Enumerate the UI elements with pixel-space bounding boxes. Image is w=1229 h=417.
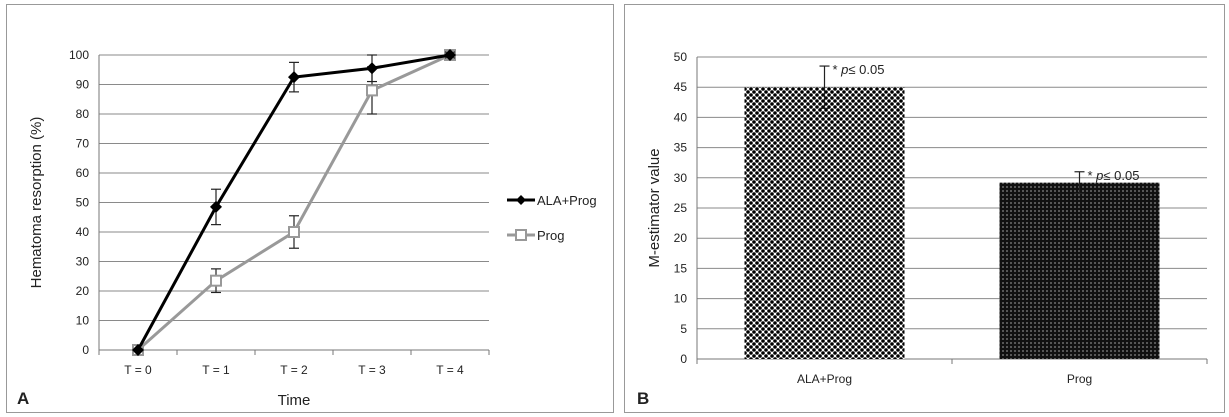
legend-marker — [515, 229, 527, 241]
y-tick-label: 0 — [680, 352, 687, 366]
series-ala-prog — [132, 49, 456, 356]
data-point — [366, 62, 378, 75]
data-point — [210, 274, 222, 287]
data-point — [288, 226, 300, 238]
y-tick-label: 0 — [82, 343, 89, 357]
y-tick-label: 100 — [69, 48, 89, 62]
y-tick-label: 25 — [674, 201, 688, 215]
y-axis-title: Hematoma resorption (%) — [28, 117, 45, 289]
legend-label: ALA+Prog — [537, 193, 597, 208]
y-tick-label: 35 — [674, 141, 688, 155]
x-tick-label: T = 4 — [436, 363, 464, 377]
bar — [744, 87, 905, 359]
y-tick-label: 30 — [76, 255, 90, 269]
y-tick-label: 15 — [674, 261, 688, 275]
y-tick-label: 45 — [674, 80, 688, 94]
y-axis-title: M-estimator value — [646, 148, 663, 267]
y-tick-label: 5 — [680, 322, 687, 336]
panel-letter-b: B — [637, 389, 649, 408]
legend-label: Prog — [537, 228, 564, 243]
bar-chart: 0 5 10 15 20 25 30 35 40 45 50 ALA+Prog Prog M-estima… — [637, 50, 1208, 408]
panel-a-line-chart: 0 10 20 30 40 50 60 70 80 90 100 T = 0 T = 1 T = 2 T =… — [6, 4, 614, 413]
y-tick-label: 40 — [76, 225, 90, 239]
x-tick-label: ALA+Prog — [797, 372, 852, 386]
x-tick-label: Prog — [1067, 372, 1092, 386]
data-point — [210, 200, 222, 213]
x-tick-label: T = 2 — [280, 363, 308, 377]
panel-b-bar-chart: 0 5 10 15 20 25 30 35 40 45 50 ALA+Prog Prog M-estima… — [624, 4, 1225, 413]
y-tick-label: 10 — [674, 292, 688, 306]
data-point — [288, 71, 300, 84]
data-point — [132, 344, 144, 356]
y-tick-label: 30 — [674, 171, 688, 185]
y-tick-label: 40 — [674, 110, 688, 124]
y-tick-label: 20 — [76, 284, 90, 298]
y-tick-label: 80 — [76, 107, 90, 121]
data-point — [444, 49, 456, 61]
legend-marker — [516, 195, 526, 205]
legend-entry: Prog — [507, 228, 564, 243]
y-tick-label: 10 — [76, 314, 90, 328]
x-tick-label: T = 3 — [358, 363, 386, 377]
x-tick-label: T = 0 — [124, 363, 152, 377]
y-tick-label: 60 — [76, 166, 90, 180]
legend-entry: ALA+Prog — [507, 193, 597, 208]
y-tick-label: 90 — [76, 78, 90, 92]
data-point — [366, 84, 378, 97]
y-tick-label: 50 — [76, 196, 90, 210]
panel-letter-a: A — [17, 389, 29, 408]
significance-annotation: * p≤ 0.05 — [833, 62, 885, 77]
y-tick-label: 70 — [76, 137, 90, 151]
x-axis-title: Time — [278, 392, 311, 409]
significance-annotation: * p≤ 0.05 — [1088, 168, 1140, 183]
bar — [999, 182, 1160, 359]
line-chart: 0 10 20 30 40 50 60 70 80 90 100 T = 0 T = 1 T = 2 T =… — [17, 48, 597, 409]
y-tick-label: 50 — [674, 50, 688, 64]
y-tick-label: 20 — [674, 231, 688, 245]
x-tick-label: T = 1 — [202, 363, 230, 377]
